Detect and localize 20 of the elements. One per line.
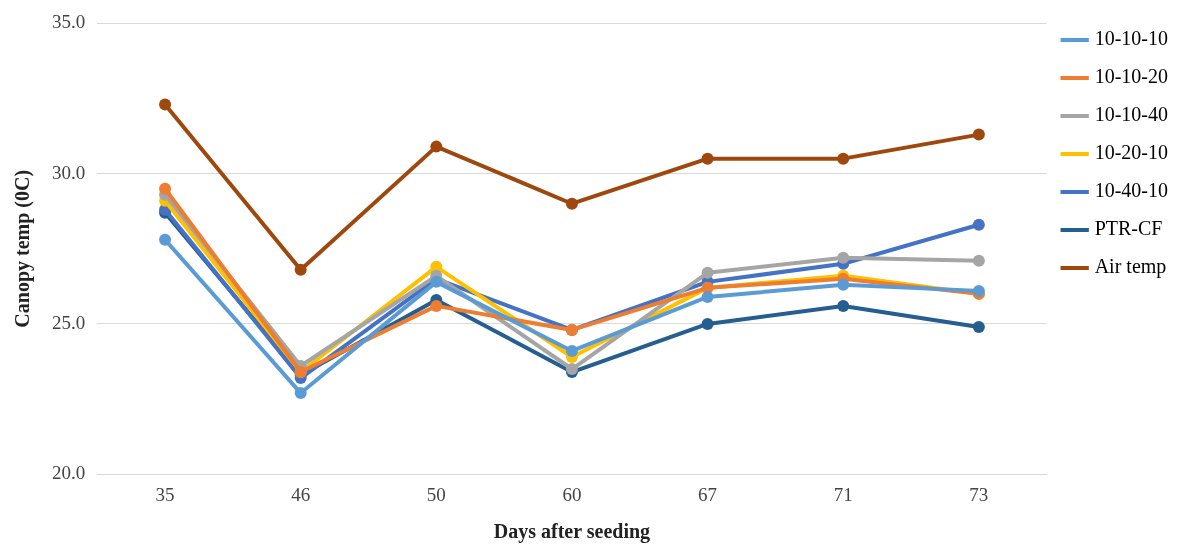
x-tick-label: 46 xyxy=(291,483,311,505)
legend-label: 10-10-40 xyxy=(1094,103,1169,126)
y-tick-label: 20.0 xyxy=(52,462,86,484)
x-tick-label: 60 xyxy=(562,483,582,505)
y-tick-label: 35.0 xyxy=(52,11,86,33)
y-tick-label: 30.0 xyxy=(52,161,86,183)
x-axis-title: Days after seeding xyxy=(493,520,651,544)
legend-label: 10-40-10 xyxy=(1094,179,1169,202)
y-axis-title: Canopy temp (0C) xyxy=(11,169,35,328)
x-tick-label: 67 xyxy=(698,483,718,505)
x-tick-label: 50 xyxy=(426,483,446,505)
legend-label: Air temp xyxy=(1094,255,1167,279)
legend-label: PTR-CF xyxy=(1094,217,1163,240)
legend-label: 10-20-10 xyxy=(1094,141,1169,164)
x-tick-label: 35 xyxy=(155,483,175,505)
x-tick-label: 71 xyxy=(833,483,853,505)
legend-label: 10-10-20 xyxy=(1094,65,1169,88)
y-tick-label: 25.0 xyxy=(52,311,86,333)
x-tick-label: 73 xyxy=(969,483,989,505)
legend-label: 10-10-10 xyxy=(1094,27,1169,50)
